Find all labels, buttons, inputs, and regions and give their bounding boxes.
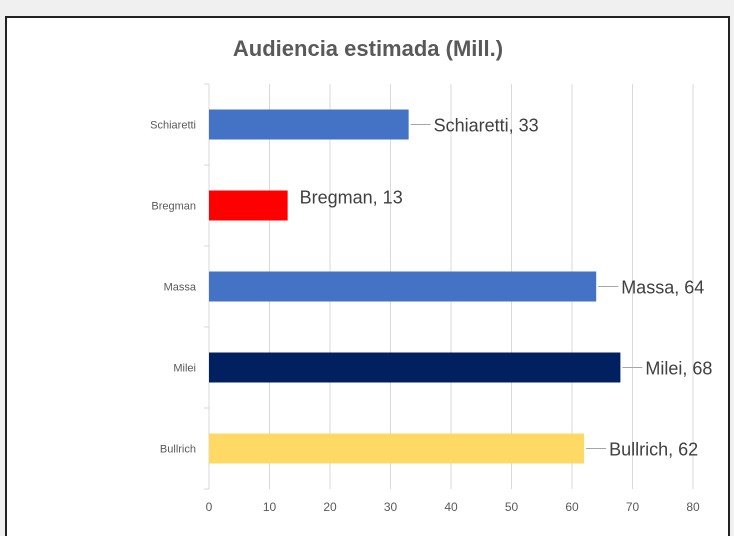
data-label: Bregman, 13	[300, 188, 403, 208]
x-tick-label: 10	[263, 500, 277, 514]
chart-title: Audiencia estimada (Mill.)	[233, 36, 503, 61]
x-tick-label: 0	[206, 500, 213, 514]
bar-massa	[209, 271, 597, 302]
x-tick-label: 50	[505, 500, 519, 514]
x-tick-label: 20	[323, 500, 337, 514]
x-tick-label: 70	[626, 500, 640, 514]
y-category-label: Bullrich	[160, 444, 196, 456]
x-tick-label: 80	[686, 500, 700, 514]
y-category-label: Schiaretti	[150, 120, 196, 132]
y-category-label: Bregman	[151, 201, 196, 213]
x-tick-label: 30	[384, 500, 398, 514]
x-tick-label: 60	[565, 500, 579, 514]
y-category-label: Milei	[173, 363, 196, 375]
x-tick-label: 40	[444, 500, 458, 514]
data-label: Massa, 64	[621, 278, 704, 298]
data-label: Bullrich, 62	[609, 440, 698, 460]
bar-bullrich	[209, 433, 585, 464]
data-label: Milei, 68	[645, 359, 712, 379]
bar-schiaretti	[209, 109, 409, 140]
y-category-label: Massa	[164, 282, 197, 294]
data-label: Schiaretti, 33	[434, 116, 539, 136]
bar-bregman	[209, 190, 288, 221]
bar-milei	[209, 352, 621, 383]
